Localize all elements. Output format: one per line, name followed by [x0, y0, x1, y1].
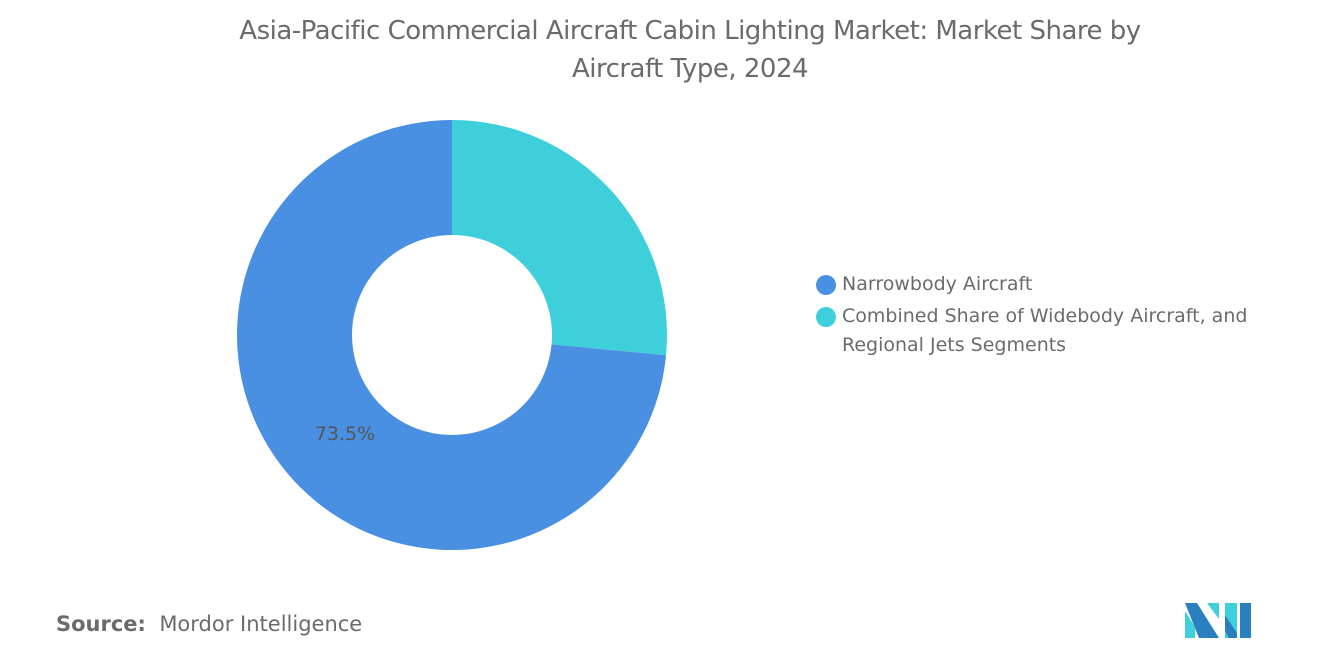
legend-swatch-combined [816, 307, 836, 327]
legend-label: Regional Jets Segments [842, 334, 1067, 356]
chart-title-line-1: Asia-Pacific Commercial Aircraft Cabin L… [239, 16, 1141, 46]
legend-item-combined: Combined Share of Widebody Aircraft, and… [816, 302, 1247, 360]
mordor-intelligence-logo [1185, 603, 1251, 638]
legend-swatch-narrowbody [816, 275, 836, 295]
chart-title: Asia-Pacific Commercial Aircraft Cabin L… [0, 12, 1320, 88]
source-label: Source: [56, 612, 146, 636]
source-value: Mordor Intelligence [159, 612, 363, 636]
slice-data-label: 73.5% [315, 423, 375, 445]
source-note: Source: Mordor Intelligence [56, 612, 362, 636]
donut-slice-0 [452, 120, 667, 356]
legend-label: Narrowbody Aircraft [842, 273, 1033, 295]
legend-label: Combined Share of Widebody Aircraft, and [842, 305, 1248, 327]
donut-slice-1 [237, 120, 667, 550]
chart-title-line-2: Aircraft Type, 2024 [571, 54, 809, 84]
legend-item-narrowbody: Narrowbody Aircraft [816, 270, 1032, 299]
